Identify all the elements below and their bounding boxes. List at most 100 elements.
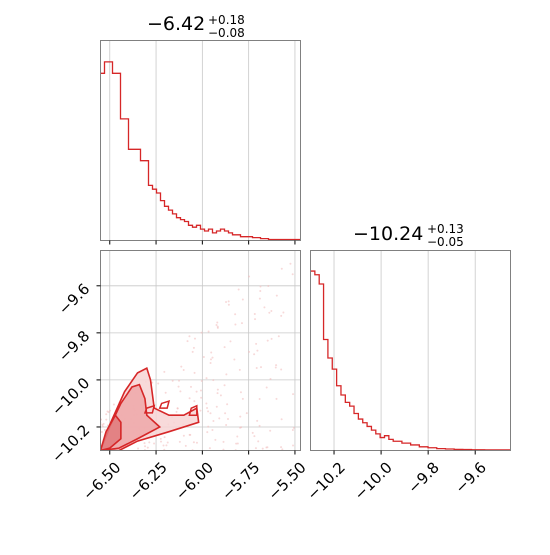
scatter-point: [253, 435, 256, 438]
scatter-point: [212, 419, 215, 422]
scatter-point: [146, 446, 149, 449]
scatter-point: [251, 431, 254, 434]
scatter-point: [275, 364, 278, 367]
scatter-point: [192, 346, 195, 349]
scatter-point: [253, 312, 256, 315]
scatter-point: [280, 314, 283, 317]
scatter-point: [209, 362, 212, 365]
scatter-point: [225, 300, 228, 303]
scatter-point: [223, 346, 226, 349]
scatter-point: [180, 365, 183, 368]
tick-label-joint-x: −6.25: [126, 459, 171, 504]
scatter-point: [162, 444, 165, 447]
scatter-point: [255, 367, 258, 370]
scatter-point: [292, 393, 295, 396]
scatter-point: [280, 267, 283, 270]
scatter-point: [245, 412, 248, 415]
scatter-point: [238, 368, 241, 371]
scatter-point: [176, 407, 179, 410]
scatter-point: [193, 337, 196, 340]
scatter-point: [265, 386, 268, 389]
histogram-y-step: [310, 270, 511, 451]
ticks-x: [109, 240, 296, 245]
scatter-point: [259, 366, 262, 369]
scatter-point: [292, 444, 295, 447]
scatter-point: [188, 397, 191, 400]
scatter-point: [218, 417, 221, 420]
scatter-point: [184, 444, 187, 447]
scatter-point: [206, 431, 209, 434]
scatter-point: [275, 294, 278, 297]
tick-label-joint-x: −6.00: [172, 459, 217, 504]
scatter-point: [236, 435, 239, 438]
scatter-point: [259, 290, 262, 293]
scatter-point: [227, 300, 230, 303]
scatter-point: [101, 425, 104, 428]
grid-lines-y: [333, 250, 476, 451]
scatter-point: [166, 441, 169, 444]
tick-label-y-marginal: −9.6: [451, 459, 489, 497]
scatter-point: [227, 417, 230, 420]
scatter-point: [233, 358, 236, 361]
scatter-point: [193, 400, 196, 403]
scatter-point: [224, 412, 227, 415]
scatter-point: [241, 298, 244, 301]
scatter-point: [234, 313, 237, 316]
scatter-point: [292, 426, 295, 429]
scatter-point: [281, 448, 284, 451]
scatter-point: [103, 428, 106, 431]
scatter-point: [254, 318, 257, 321]
scatter-point: [112, 403, 115, 406]
axes-frame-y: [310, 250, 511, 451]
scatter-point: [206, 406, 209, 409]
scatter-point: [282, 311, 285, 314]
scatter-point: [164, 391, 167, 394]
scatter-point: [215, 324, 218, 327]
scatter-point: [210, 351, 213, 354]
scatter-point: [270, 309, 273, 312]
tick-label-joint-y: −10.2: [48, 421, 93, 466]
scatter-point: [215, 405, 218, 408]
density-contours: [100, 367, 200, 451]
scatter-point: [253, 353, 256, 356]
title-x-upper: +0.18: [208, 13, 245, 27]
scatter-point: [214, 438, 217, 441]
scatter-point: [255, 342, 258, 345]
scatter-point: [239, 426, 242, 429]
scatter-point: [148, 441, 151, 444]
tick-label-joint-x: −5.75: [218, 459, 263, 504]
scatter-point: [178, 379, 181, 382]
scatter-point: [270, 337, 273, 340]
scatter-point: [274, 366, 277, 369]
scatter-point: [193, 371, 196, 374]
scatter-point: [267, 284, 270, 287]
scatter-point: [160, 440, 163, 443]
title-y-upper: +0.13: [427, 222, 464, 236]
scatter-point: [216, 325, 219, 328]
scatter-point: [263, 306, 266, 309]
scatter-point: [189, 433, 192, 436]
scatter-point: [100, 431, 103, 434]
scatter-point: [275, 397, 278, 400]
ticks-y: −10.2 −10.0 −9.8 −9.6: [304, 450, 490, 504]
scatter-point: [225, 373, 228, 376]
scatter-point: [186, 340, 189, 343]
title-y-median: −10.24: [353, 223, 423, 245]
scatter-point: [195, 390, 198, 393]
scatter-point: [291, 428, 294, 431]
scatter-point: [248, 275, 251, 278]
scatter-point: [105, 418, 108, 421]
tick-label-joint-y: −9.8: [55, 327, 93, 365]
scatter-point: [102, 422, 105, 425]
title-x-median: −6.42: [147, 13, 205, 35]
scatter-point: [205, 377, 208, 380]
contour-island: [188, 404, 198, 416]
scatter-point: [234, 323, 237, 326]
scatter-point: [227, 303, 230, 306]
scatter-point: [226, 403, 229, 406]
tick-label-joint-x: −5.50: [264, 459, 309, 504]
grid-lines-x: [109, 40, 296, 241]
scatter-point: [235, 442, 238, 445]
contour-island: [143, 404, 156, 414]
